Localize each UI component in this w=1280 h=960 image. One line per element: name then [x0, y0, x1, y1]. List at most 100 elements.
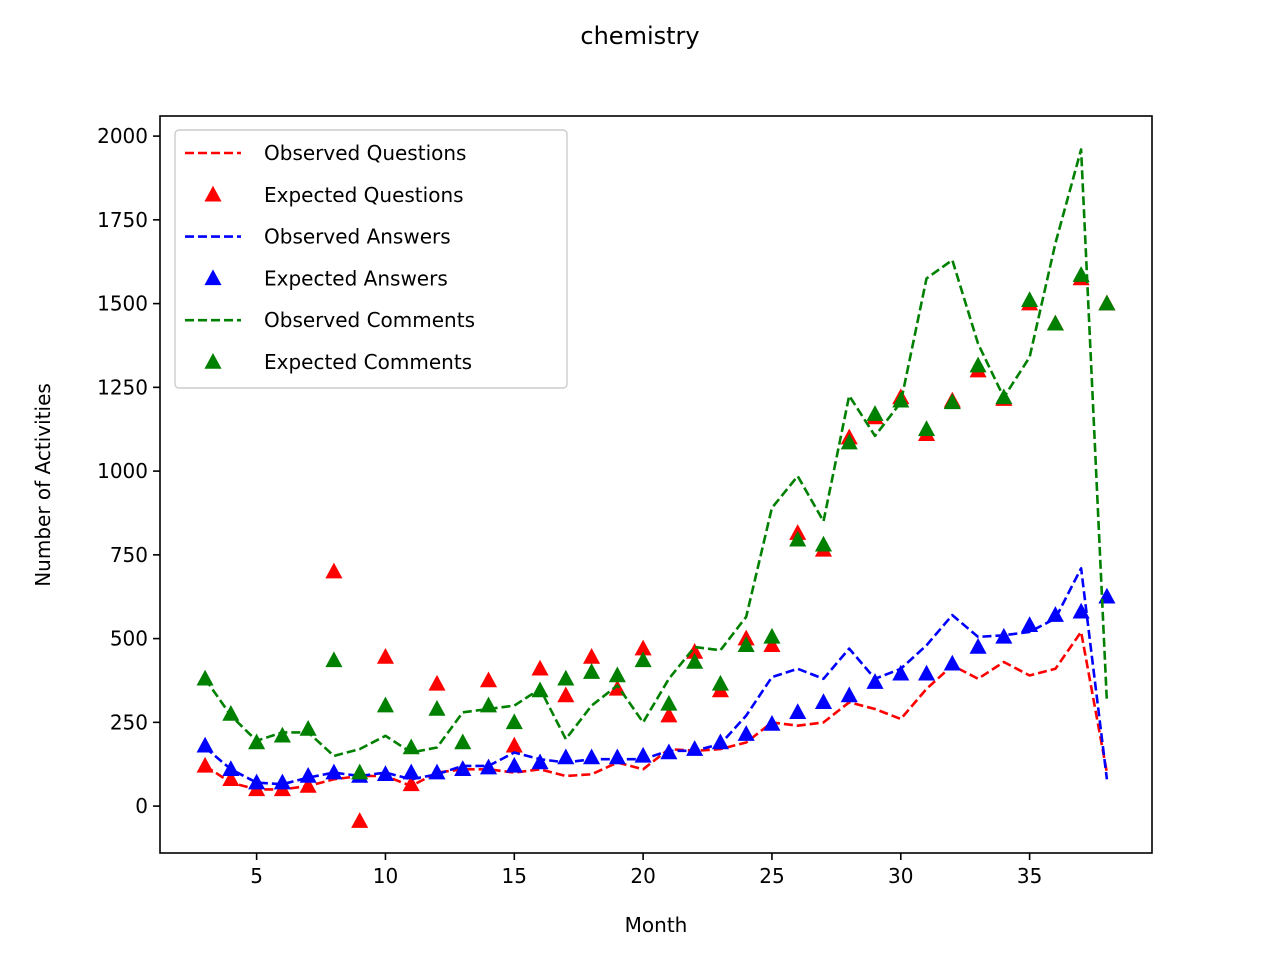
- point-expected-questions: [351, 812, 369, 828]
- point-expected-answers: [789, 703, 807, 720]
- point-expected-answers: [273, 773, 291, 790]
- y-tick-label: 1750: [97, 208, 148, 232]
- point-expected-comments: [917, 420, 936, 436]
- point-expected-comments: [737, 636, 755, 653]
- point-expected-comments: [969, 356, 987, 373]
- legend-label: Expected Questions: [264, 183, 464, 207]
- point-expected-comments: [376, 696, 395, 713]
- point-expected-answers: [1046, 606, 1064, 622]
- y-tick-label: 750: [110, 543, 148, 567]
- point-expected-answers: [1021, 616, 1039, 632]
- legend-box: [174, 129, 568, 389]
- legend-swatch-expected-questions: [204, 185, 222, 202]
- point-expected-comments: [789, 530, 807, 547]
- legend-label: Expected Comments: [264, 350, 472, 374]
- point-expected-comments: [583, 663, 601, 679]
- point-expected-answers: [763, 715, 781, 731]
- point-expected-comments: [248, 733, 266, 750]
- point-expected-questions: [686, 643, 704, 659]
- point-expected-comments: [428, 699, 446, 716]
- point-expected-comments: [299, 720, 317, 736]
- point-expected-answers: [531, 753, 549, 770]
- point-expected-answers: [479, 758, 498, 775]
- x-tick-label: 30: [888, 864, 913, 888]
- point-expected-comments: [711, 674, 729, 691]
- point-expected-comments: [557, 669, 575, 686]
- point-expected-questions: [479, 671, 498, 688]
- point-expected-answers: [995, 627, 1013, 644]
- series-line-observed-questions: [204, 630, 1109, 791]
- point-expected-answers: [299, 766, 317, 783]
- series-group: [196, 148, 1116, 828]
- point-expected-answers: [634, 746, 652, 763]
- point-expected-answers: [737, 725, 755, 741]
- point-expected-comments: [840, 433, 858, 450]
- y-tick-label: 0: [135, 794, 148, 818]
- point-expected-comments: [1021, 291, 1039, 307]
- point-expected-comments: [686, 653, 704, 669]
- point-expected-answers: [1072, 602, 1090, 619]
- point-expected-answers: [840, 686, 858, 703]
- point-expected-answers: [943, 654, 961, 671]
- point-expected-answers: [711, 733, 729, 750]
- legend-label: Observed Questions: [264, 141, 466, 165]
- point-expected-comments: [273, 726, 291, 743]
- point-expected-answers: [454, 760, 472, 776]
- plot-frame: [159, 115, 1153, 854]
- point-expected-comments: [1072, 266, 1090, 282]
- point-expected-comments: [660, 694, 678, 711]
- point-expected-comments: [531, 681, 549, 698]
- point-expected-answers: [583, 748, 601, 765]
- point-expected-comments: [943, 393, 961, 410]
- point-expected-comments: [892, 391, 910, 408]
- point-expected-answers: [660, 743, 678, 760]
- y-axis-label: Number of Activities: [31, 383, 55, 587]
- point-expected-answers: [376, 765, 395, 782]
- y-tick-label: 250: [110, 710, 148, 734]
- x-axis-label: Month: [625, 913, 688, 937]
- point-expected-questions: [402, 775, 420, 792]
- point-expected-comments: [222, 704, 240, 721]
- point-expected-questions: [505, 736, 523, 753]
- point-expected-comments: [995, 388, 1013, 405]
- legend-label: Observed Comments: [264, 308, 475, 332]
- point-expected-comments: [351, 763, 369, 780]
- legend-label: Observed Answers: [264, 225, 451, 249]
- point-expected-questions: [376, 648, 395, 664]
- point-expected-answers: [505, 756, 523, 773]
- point-expected-questions: [634, 639, 652, 656]
- y-tick-label: 2000: [97, 124, 148, 148]
- point-expected-questions: [222, 770, 240, 787]
- point-expected-comments: [1046, 314, 1064, 331]
- point-expected-comments: [763, 627, 781, 644]
- legend-label: Expected Answers: [264, 266, 448, 290]
- x-tick-label: 15: [502, 864, 527, 888]
- point-expected-comments: [1098, 294, 1116, 311]
- x-tick-label: 5: [250, 864, 263, 888]
- point-expected-questions: [196, 756, 214, 773]
- x-tick-label: 10: [373, 864, 398, 888]
- point-expected-answers: [686, 740, 704, 756]
- point-expected-answers: [402, 763, 420, 780]
- point-expected-answers: [866, 673, 884, 689]
- point-expected-answers: [222, 760, 240, 776]
- point-expected-answers: [196, 736, 214, 753]
- plot-area: [196, 148, 1116, 828]
- point-expected-answers: [814, 693, 833, 709]
- point-expected-answers: [248, 773, 266, 790]
- point-expected-questions: [325, 562, 343, 579]
- point-expected-questions: [557, 686, 575, 703]
- point-expected-answers: [892, 664, 910, 681]
- y-tick-label: 1500: [97, 292, 148, 316]
- point-expected-comments: [325, 651, 343, 668]
- point-expected-answers: [325, 763, 343, 780]
- point-expected-answers: [428, 763, 446, 780]
- point-expected-comments: [608, 666, 626, 683]
- point-expected-questions: [531, 659, 549, 676]
- x-tick-label: 35: [1017, 864, 1042, 888]
- legend-swatch-expected-answers: [204, 269, 222, 286]
- chart-title: chemistry: [580, 22, 699, 50]
- point-expected-comments: [402, 738, 420, 755]
- axes: 5 10 15 20 25 30 35 0 250 500 750 1000 1250 1500 1750 2…: [97, 115, 1153, 888]
